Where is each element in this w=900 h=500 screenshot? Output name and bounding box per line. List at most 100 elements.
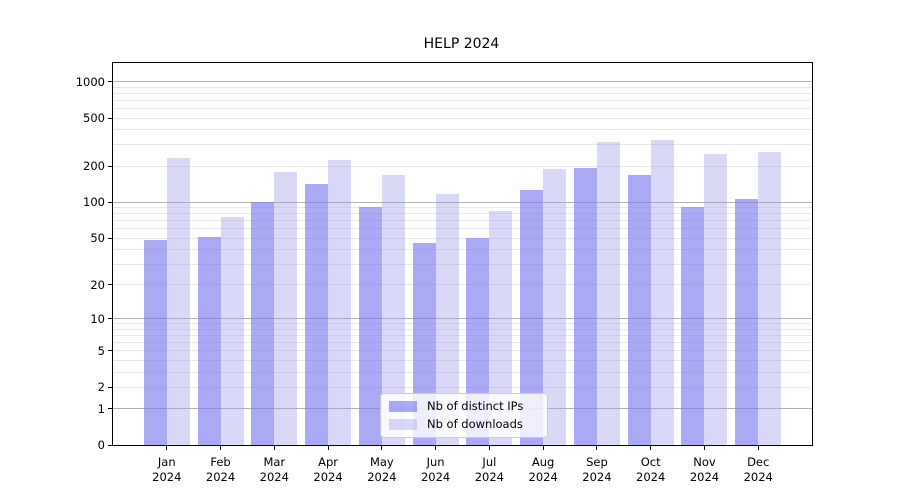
y-tick-mark bbox=[108, 81, 112, 83]
legend-item-distinct-ips: Nb of distinct IPs bbox=[381, 400, 547, 413]
legend-label-downloads: Nb of downloads bbox=[427, 417, 523, 431]
y-tick-label: 0 bbox=[97, 438, 105, 452]
y-tick-mark bbox=[108, 284, 112, 286]
x-tick-label: Jul 2024 bbox=[474, 455, 505, 484]
y-tick-mark bbox=[108, 444, 112, 446]
y-tick-mark bbox=[108, 117, 112, 119]
legend-item-downloads: Nb of downloads bbox=[381, 418, 547, 431]
x-tick-mark bbox=[435, 446, 437, 450]
gridline-minor bbox=[113, 323, 812, 325]
y-tick-label: 5 bbox=[97, 343, 105, 358]
bar-distinct-ips bbox=[143, 240, 167, 445]
x-tick-label: Aug 2024 bbox=[528, 455, 558, 484]
y-tick-mark bbox=[108, 350, 112, 352]
gridline-minor bbox=[113, 342, 812, 344]
gridline-minor bbox=[113, 359, 812, 361]
gridline-minor bbox=[113, 237, 812, 239]
x-tick-label: Oct 2024 bbox=[636, 455, 666, 484]
bar-downloads bbox=[435, 194, 459, 445]
bar-distinct-ips bbox=[573, 167, 597, 445]
bar-distinct-ips bbox=[735, 199, 759, 445]
x-tick-mark bbox=[596, 446, 598, 450]
gridline-minor bbox=[113, 220, 812, 222]
plot-area: Nb of distinct IPs Nb of downloads 0 1 2 5 1… bbox=[76, 62, 813, 484]
gridline-minor bbox=[113, 263, 812, 265]
bar-distinct-ips bbox=[305, 184, 329, 445]
bar-downloads bbox=[758, 152, 782, 445]
bar-downloads bbox=[704, 154, 728, 445]
x-tick-mark bbox=[220, 446, 222, 450]
bar-distinct-ips bbox=[358, 206, 382, 445]
gridline-major bbox=[113, 201, 812, 203]
y-tick-mark bbox=[108, 201, 112, 203]
y-tick-label: 10 bbox=[90, 311, 105, 326]
bar-downloads bbox=[650, 139, 674, 445]
bar-distinct-ips bbox=[520, 189, 544, 445]
gridline-minor bbox=[113, 386, 812, 388]
gridline-minor bbox=[113, 213, 812, 215]
bar-downloads bbox=[328, 159, 352, 445]
gridline-minor bbox=[113, 129, 812, 131]
x-tick-mark bbox=[542, 446, 544, 450]
gridline-minor bbox=[113, 207, 812, 209]
gridline-minor bbox=[113, 350, 812, 352]
x-tick-mark bbox=[650, 446, 652, 450]
legend-swatch-downloads bbox=[389, 419, 417, 430]
gridline-minor bbox=[113, 86, 812, 88]
y-tick-label: 1 bbox=[97, 401, 105, 416]
x-tick-mark bbox=[327, 446, 329, 450]
x-tick-label: Dec 2024 bbox=[743, 455, 773, 484]
gridline-minor bbox=[113, 371, 812, 373]
y-tick-label: 100 bbox=[83, 195, 105, 210]
y-tick-label: 50 bbox=[90, 231, 105, 246]
gridline-minor bbox=[113, 249, 812, 251]
gridline-minor bbox=[113, 100, 812, 102]
gridline-minor bbox=[113, 335, 812, 337]
x-tick-label: Apr 2024 bbox=[313, 455, 343, 484]
legend-label-distinct-ips: Nb of distinct IPs bbox=[427, 399, 524, 413]
gridline-major bbox=[113, 318, 812, 320]
legend-swatch-distinct-ips bbox=[389, 401, 417, 412]
bar-downloads bbox=[166, 158, 190, 445]
chart-title: HELP 2024 bbox=[423, 36, 500, 52]
y-tick-label: 20 bbox=[90, 277, 105, 292]
gridline-minor bbox=[113, 228, 812, 230]
bar-downloads bbox=[543, 168, 567, 445]
x-tick-label: Jun 2024 bbox=[420, 455, 451, 484]
bar-downloads bbox=[220, 217, 244, 445]
x-tick-label: May 2024 bbox=[367, 455, 397, 484]
x-tick-label: Sep 2024 bbox=[582, 455, 612, 484]
gridline-minor bbox=[113, 144, 812, 146]
y-tick-mark bbox=[108, 386, 112, 388]
bar-downloads bbox=[596, 142, 620, 445]
x-tick-mark bbox=[703, 446, 705, 450]
bar-distinct-ips bbox=[197, 237, 221, 445]
bar-downloads bbox=[489, 210, 513, 445]
x-tick-mark bbox=[757, 446, 759, 450]
y-tick-label: 2 bbox=[97, 380, 105, 395]
gridline-minor bbox=[113, 165, 812, 167]
x-tick-mark bbox=[166, 446, 168, 450]
gridline-minor bbox=[113, 284, 812, 286]
x-tick-mark bbox=[381, 446, 383, 450]
x-tick-mark bbox=[273, 446, 275, 450]
gridline-minor bbox=[113, 108, 812, 110]
y-tick-mark bbox=[108, 165, 112, 167]
gridline-minor bbox=[113, 328, 812, 330]
x-tick-label: Mar 2024 bbox=[259, 455, 289, 484]
bar-downloads bbox=[381, 174, 405, 445]
gridline-minor bbox=[113, 93, 812, 94]
y-tick-mark bbox=[108, 237, 112, 239]
bar-downloads bbox=[274, 172, 298, 445]
x-tick-mark bbox=[488, 446, 490, 450]
legend: Nb of distinct IPs Nb of downloads bbox=[380, 393, 548, 438]
bar-distinct-ips bbox=[627, 175, 651, 445]
x-tick-label: Jan 2024 bbox=[152, 455, 182, 484]
x-tick-label: Nov 2024 bbox=[689, 455, 720, 484]
y-tick-label: 200 bbox=[83, 159, 105, 174]
x-tick-label: Feb 2024 bbox=[205, 455, 236, 484]
bar-distinct-ips bbox=[251, 202, 275, 445]
y-tick-label: 1000 bbox=[75, 74, 105, 89]
gridline-minor bbox=[113, 117, 812, 119]
